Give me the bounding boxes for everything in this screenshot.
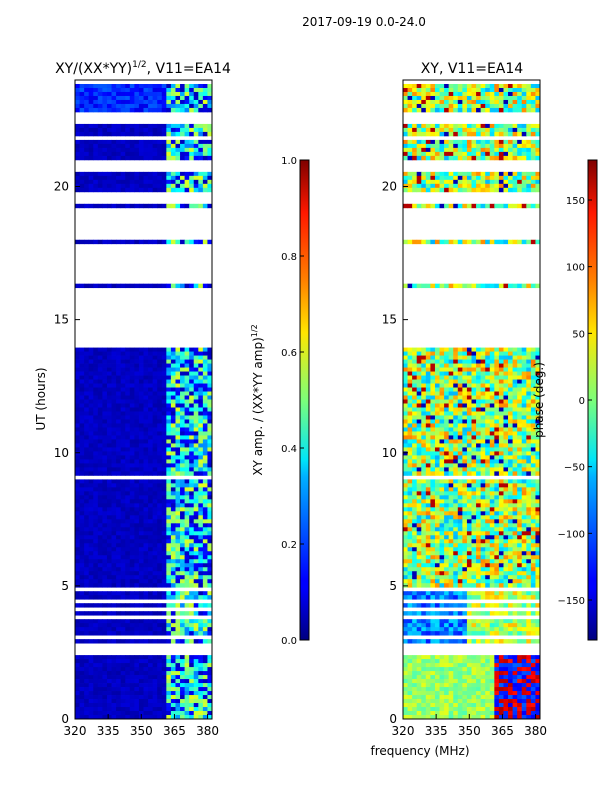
x-tick-label: 350 xyxy=(458,724,481,738)
colorbar-tick-label: 150 xyxy=(566,196,585,207)
amplitude-colorbar-gradient xyxy=(299,159,310,641)
x-tick-label: 350 xyxy=(130,724,153,738)
amplitude-panel: XY/(XX*YY)1/2, V11=EA14 320 335 350 365 380 … xyxy=(34,60,231,738)
phase-axes-frame xyxy=(402,79,541,720)
x-tick-label: 365 xyxy=(491,724,514,738)
y-tick-label: 10 xyxy=(382,446,397,460)
y-tick-label: 5 xyxy=(61,579,69,593)
colorbar-tick-label: 0 xyxy=(579,396,585,407)
amplitude-colorbar-label: XY amp. / (XX*YY amp)1/2 xyxy=(250,324,265,475)
y-tick-label: 20 xyxy=(382,180,397,194)
x-tick-label: 380 xyxy=(196,724,219,738)
colorbar-tick-label: 0.4 xyxy=(281,444,297,455)
phase-colorbar-label: phase (deg.) xyxy=(532,362,546,438)
figure-title: 2017-09-19 0.0-24.0 xyxy=(302,15,426,29)
phase-heatmap xyxy=(403,83,541,720)
y-tick-label: 0 xyxy=(389,712,397,726)
amplitude-colorbar: 0.0 0.2 0.4 0.6 0.8 1.0 XY amp. / (XX*YY amp)… xyxy=(250,156,310,647)
colorbar-tick-label: −50 xyxy=(564,463,585,474)
colorbar-tick-label: 100 xyxy=(566,263,585,274)
y-tick-label: 15 xyxy=(54,313,69,327)
phase-panel: XY, V11=EA14 320 335 350 365 380 0 5 10 15 20 fr… xyxy=(370,61,547,758)
colorbar-tick-label: 0.0 xyxy=(281,636,297,647)
colorbar-tick-label: 1.0 xyxy=(281,156,297,167)
phase-x-axis: 320 335 350 365 380 xyxy=(392,714,547,738)
amplitude-y-label: UT (hours) xyxy=(34,367,48,430)
colorbar-tick-label: 0.2 xyxy=(281,540,297,551)
colorbar-tick-label: 0.8 xyxy=(281,252,297,263)
phase-colorbar-ticks: −150 −100 −50 0 50 100 150 xyxy=(558,196,592,607)
x-tick-label: 380 xyxy=(524,724,547,738)
colorbar-tick-label: 50 xyxy=(572,329,585,340)
y-tick-label: 10 xyxy=(54,446,69,460)
x-tick-label: 320 xyxy=(64,724,87,738)
y-tick-label: 15 xyxy=(382,313,397,327)
y-tick-label: 5 xyxy=(389,579,397,593)
colorbar-tick-label: −150 xyxy=(558,596,585,607)
x-tick-label: 320 xyxy=(392,724,415,738)
phase-y-axis: 0 5 10 15 20 xyxy=(382,180,408,726)
amplitude-y-axis: 0 5 10 15 20 xyxy=(54,180,80,726)
x-tick-label: 335 xyxy=(97,724,120,738)
amplitude-heatmap xyxy=(75,83,213,720)
amplitude-x-axis: 320 335 350 365 380 xyxy=(64,714,219,738)
amplitude-axes-frame xyxy=(74,79,213,720)
amplitude-panel-title: XY/(XX*YY)1/2, V11=EA14 xyxy=(55,60,231,77)
phase-x-label: frequency (MHz) xyxy=(370,744,469,758)
phase-panel-title: XY, V11=EA14 xyxy=(421,61,523,77)
phase-colorbar: −150 −100 −50 0 50 100 150 phase (deg.) xyxy=(532,159,598,641)
x-tick-label: 335 xyxy=(425,724,448,738)
colorbar-tick-label: 0.6 xyxy=(281,348,297,359)
amplitude-colorbar-ticks: 0.0 0.2 0.4 0.6 0.8 1.0 xyxy=(281,156,304,647)
y-tick-label: 0 xyxy=(61,712,69,726)
y-tick-label: 20 xyxy=(54,180,69,194)
colorbar-tick-label: −100 xyxy=(558,529,585,540)
x-tick-label: 365 xyxy=(163,724,186,738)
